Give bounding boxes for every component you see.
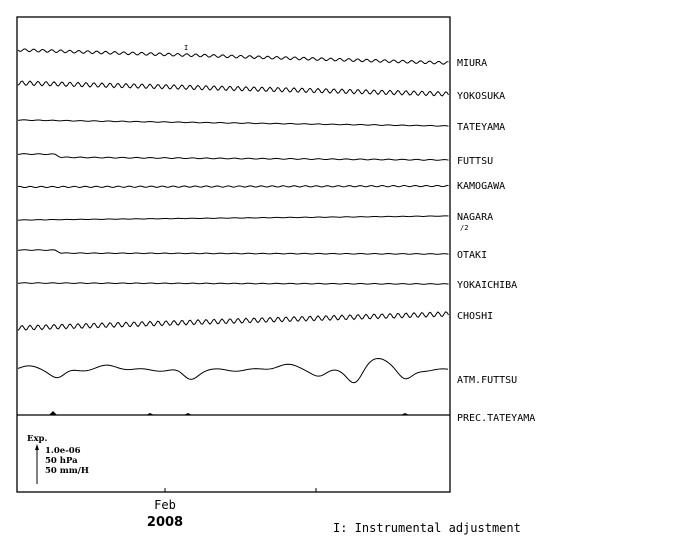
scale-strain: 1.0e-06: [45, 446, 81, 456]
label-atm-futtsu: ATM.FUTTSU: [457, 375, 517, 386]
label-futtsu: FUTTSU: [457, 156, 493, 167]
label-prec-tateyama: PREC.TATEYAMA: [457, 413, 535, 424]
label-tateyama: TATEYAMA: [457, 122, 505, 133]
station-label-group: MIURA I YOKOSUKA TATEYAMA FUTTSU KAMOGAWA NAGA…: [184, 44, 535, 424]
sublabel-nagara: /2: [460, 224, 468, 232]
trace-miura: [17, 48, 449, 65]
label-yokaichiba: YOKAICHIBA: [457, 280, 517, 291]
adjustment-note: I: Instrumental adjustment: [333, 521, 521, 535]
trace-group: [17, 48, 449, 416]
trace-futtsu: [17, 153, 449, 161]
label-choshi: CHOSHI: [457, 311, 493, 322]
scale-legend: Exp. 1.0e-06 50 hPa 50 mm/H: [27, 434, 89, 484]
trace-kamogawa: [17, 184, 449, 189]
plot-frame: [16, 16, 451, 493]
scale-precip: 50 mm/H: [45, 466, 89, 476]
trace-choshi: [17, 311, 449, 331]
x-year-label: 2008: [147, 515, 183, 530]
adjustment-mark: I: [184, 44, 188, 52]
label-otaki: OTAKI: [457, 250, 487, 261]
trace-yokaichiba: [17, 282, 449, 285]
trace-atm-futtsu: [17, 357, 449, 384]
trace-yokosuka: [17, 80, 449, 97]
label-yokosuka: YOKOSUKA: [457, 91, 505, 102]
precip-spike: [49, 411, 57, 415]
label-miura: MIURA: [457, 58, 487, 69]
trace-tateyama: [17, 119, 449, 127]
x-month-label: Feb: [154, 498, 176, 512]
scale-arrow-head: [35, 444, 39, 450]
label-nagara: NAGARA: [457, 212, 493, 223]
x-axis: Feb 2008: [147, 488, 317, 530]
trace-nagara: [17, 215, 449, 221]
trace-otaki: [17, 249, 449, 255]
scale-pressure: 50 hPa: [45, 456, 78, 466]
label-kamogawa: KAMOGAWA: [457, 181, 505, 192]
scale-title: Exp.: [27, 434, 47, 444]
